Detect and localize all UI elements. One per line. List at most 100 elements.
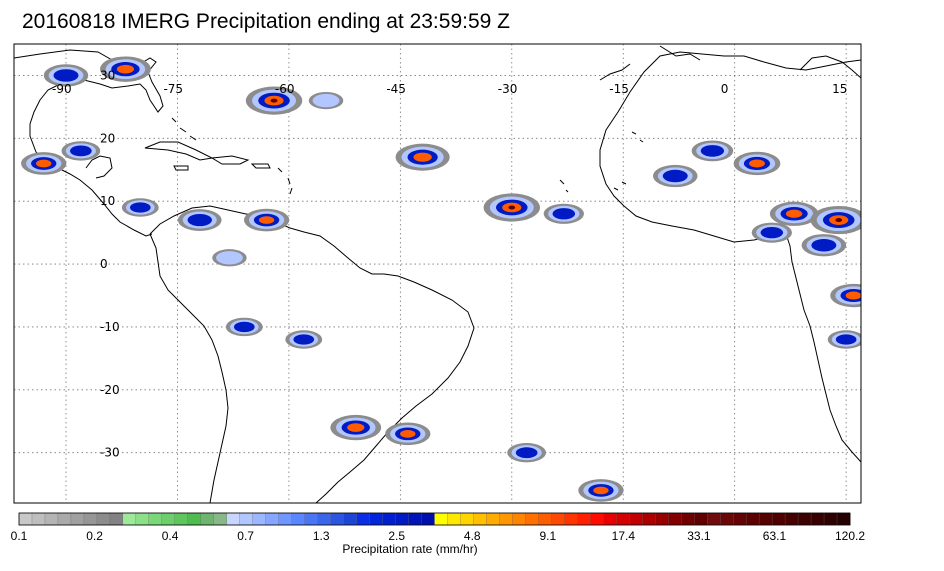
precipitation-field	[21, 56, 861, 502]
precip-cell	[21, 152, 67, 175]
lat-tick-label: 20	[100, 131, 115, 145]
colorbar-swatch	[239, 512, 254, 526]
precip-contour	[413, 152, 432, 162]
colorbar-swatch	[291, 512, 306, 526]
colorbar-tick-label: 9.1	[539, 529, 557, 543]
colorbar-swatch	[590, 512, 604, 526]
colorbar-swatch	[486, 512, 500, 526]
precip-contour	[700, 145, 725, 157]
precip-contour	[70, 145, 92, 157]
colorbar-tick-label: 0.1	[10, 529, 28, 543]
precip-contour	[187, 213, 212, 227]
colorbar-swatch	[135, 512, 150, 526]
colorbar-frame	[18, 512, 851, 526]
colorbar-tick-label: 1.3	[312, 529, 330, 543]
lat-tick-label: 10	[100, 194, 115, 208]
precip-cell	[830, 283, 861, 308]
precip-contour	[593, 486, 609, 495]
colorbar-swatch	[252, 512, 267, 526]
lon-tick-label: 15	[832, 82, 847, 96]
colorbar-swatch	[707, 512, 721, 526]
lon-tick-label: -30	[498, 82, 518, 96]
colorbar-swatch	[681, 512, 695, 526]
lon-tick-label: 0	[721, 82, 729, 96]
precip-contour	[515, 447, 538, 459]
colorbar-swatch	[499, 512, 513, 526]
precip-contour	[835, 218, 843, 223]
precip-contour	[234, 321, 255, 333]
colorbar-swatch	[200, 512, 215, 526]
precip-cell	[212, 249, 247, 267]
colorbar-tick-label: 0.4	[161, 529, 179, 543]
colorbar-swatch	[797, 512, 812, 526]
colorbar-swatch	[771, 512, 786, 526]
lat-tick-label: -30	[100, 446, 120, 460]
colorbar-swatch	[564, 512, 578, 526]
colorbar-swatch	[512, 512, 526, 526]
colorbar-swatch	[655, 512, 669, 526]
colorbar-swatch	[57, 512, 72, 526]
axis-tick-labels: -90 -75 -60 -45 -30 -15 0 15 30 20 10 0 -10 -20 -30	[52, 68, 847, 459]
colorbar-swatch	[784, 512, 799, 526]
precip-cell	[330, 414, 382, 441]
precip-contour	[552, 208, 576, 220]
colorbar-tick-label: 33.1	[687, 529, 711, 543]
colorbar-swatch	[460, 512, 474, 526]
colorbar-swatch	[551, 512, 565, 526]
colorbar-swatch	[577, 512, 591, 526]
precip-contour	[400, 429, 416, 438]
colorbar-swatch	[304, 512, 319, 526]
colorbar-swatch	[187, 512, 202, 526]
precip-cell	[100, 56, 151, 82]
precip-contour	[845, 291, 861, 300]
lon-tick-label: -75	[163, 82, 183, 96]
precip-contour	[258, 216, 275, 224]
colorbar-swatch	[694, 512, 708, 526]
graticule	[14, 44, 861, 503]
precip-cell	[733, 151, 781, 176]
precip-cell	[385, 422, 431, 446]
map-title: 20160818 IMERG Precipitation ending at 2…	[22, 10, 510, 33]
precip-contour	[749, 159, 765, 168]
colorbar-swatch	[265, 512, 280, 526]
precip-contour	[508, 205, 516, 210]
colorbar-swatch	[122, 512, 137, 526]
precip-cell	[543, 203, 584, 224]
colorbar-swatch	[226, 512, 241, 526]
precip-contour	[785, 209, 803, 218]
colorbar-swatch	[421, 512, 435, 526]
colorbar-swatch	[174, 512, 189, 526]
precip-contour	[347, 423, 365, 432]
colorbar-swatch	[473, 512, 487, 526]
precip-contour	[216, 251, 243, 265]
precip-cell	[827, 330, 861, 349]
colorbar-tick-label: 63.1	[762, 529, 787, 543]
colorbar-tick-label: 4.8	[463, 529, 481, 543]
colorbar-swatch	[668, 512, 682, 526]
lon-tick-label: -90	[52, 82, 72, 96]
lat-tick-label: -10	[100, 320, 120, 334]
precip-cell	[810, 205, 861, 235]
precip-cell	[308, 91, 344, 110]
precip-contour	[811, 238, 837, 252]
precip-cell	[245, 86, 303, 115]
precip-contour	[835, 334, 857, 345]
precip-cell	[691, 140, 734, 162]
colorbar-swatch	[745, 512, 760, 526]
colorbar-tick-label: 0.2	[86, 529, 103, 543]
colorbar-swatch	[369, 512, 384, 526]
colorbar-swatch	[31, 512, 46, 526]
colorbar-swatch	[629, 512, 643, 526]
colorbar-swatch	[434, 512, 448, 526]
colorbar-swatch	[330, 512, 345, 526]
colorbar-swatch	[538, 512, 552, 526]
colorbar-swatch	[382, 512, 396, 526]
precip-contour	[293, 334, 315, 345]
precip-contour	[53, 69, 79, 82]
colorbar-swatch	[161, 512, 176, 526]
lon-tick-label: -60	[275, 82, 295, 96]
colorbar-tick-label: 2.5	[388, 529, 406, 543]
precip-cell	[652, 164, 698, 188]
colorbar-swatch	[278, 512, 293, 526]
